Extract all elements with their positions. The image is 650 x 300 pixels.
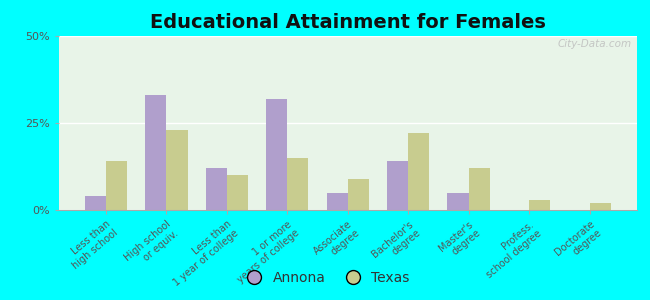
Bar <box>266 99 287 210</box>
Bar <box>166 130 188 210</box>
Bar <box>348 179 369 210</box>
Legend: Annona, Texas: Annona, Texas <box>235 265 415 290</box>
Bar <box>408 134 430 210</box>
Title: Educational Attainment for Females: Educational Attainment for Females <box>150 13 546 32</box>
Bar <box>84 196 106 210</box>
Bar <box>287 158 309 210</box>
Bar <box>145 95 166 210</box>
Bar <box>469 168 490 210</box>
Bar <box>387 161 408 210</box>
Bar <box>205 168 227 210</box>
Bar <box>447 193 469 210</box>
Bar <box>106 161 127 210</box>
Bar <box>227 175 248 210</box>
Text: City-Data.com: City-Data.com <box>557 40 631 50</box>
Bar <box>529 200 551 210</box>
Bar <box>326 193 348 210</box>
Bar <box>590 203 611 210</box>
